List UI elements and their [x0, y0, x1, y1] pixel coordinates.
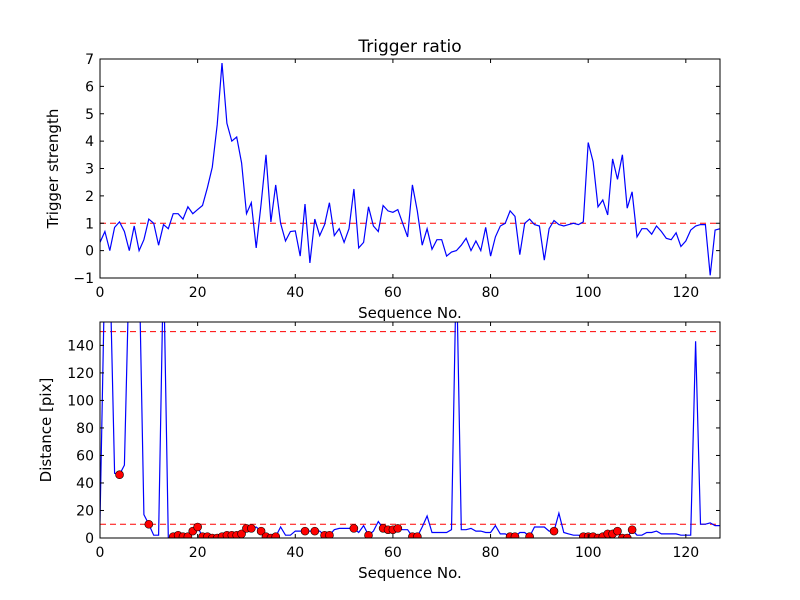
y-axis-label: Distance [pix] [37, 378, 55, 483]
data-marker [300, 526, 310, 536]
x-tick-label: 60 [384, 285, 402, 301]
x-tick-label: 0 [96, 545, 105, 561]
y-tick-label: 2 [85, 189, 94, 205]
y-tick-label: 80 [76, 421, 94, 437]
data-marker [310, 526, 320, 536]
series-line [100, 63, 720, 276]
y-tick-label: 60 [76, 448, 94, 464]
data-marker [256, 526, 266, 536]
x-tick-label: 120 [672, 285, 699, 301]
x-tick-label: 20 [189, 285, 207, 301]
y-tick-label: 40 [76, 476, 94, 492]
y-tick-label: 1 [85, 216, 94, 232]
x-tick-label: 40 [286, 545, 304, 561]
axes-frame [99, 58, 721, 279]
y-tick-label: 120 [67, 366, 94, 382]
y-tick-label: 7 [85, 52, 94, 68]
y-tick-label: 140 [67, 338, 94, 354]
x-tick-label: 0 [96, 285, 105, 301]
y-tick-label: 5 [85, 107, 94, 123]
y-tick-label: 20 [76, 503, 94, 519]
x-tick-label: 80 [482, 285, 500, 301]
data-marker [247, 524, 256, 533]
x-axis-label: Sequence No. [358, 304, 462, 322]
data-marker [193, 522, 202, 532]
x-tick-label: 100 [575, 285, 602, 301]
data-marker [525, 532, 534, 538]
data-marker [271, 532, 281, 538]
data-marker [393, 524, 403, 533]
y-tick-label: 100 [67, 393, 94, 409]
data-marker [413, 532, 422, 538]
y-tick-label: 6 [85, 79, 94, 95]
data-marker [622, 533, 632, 538]
x-tick-label: 60 [384, 545, 402, 561]
y-tick-label: 3 [85, 162, 94, 178]
data-marker [325, 530, 334, 538]
x-axis-label: Sequence No. [358, 564, 462, 582]
x-tick-label: 20 [189, 545, 207, 561]
data-marker [510, 532, 520, 538]
chart-title: Trigger ratio [357, 37, 461, 57]
y-tick-label: 0 [85, 531, 94, 547]
subplot-bottom: 0 20 40 60 80 100 120 0 20 40 60 80 100 120 140 Sequenc… [37, 321, 721, 582]
y-tick-label: 0 [85, 244, 94, 260]
x-tick-label: 40 [286, 285, 304, 301]
data-marker [549, 526, 559, 536]
data-marker [144, 519, 154, 529]
y-tick-label: −1 [73, 271, 94, 287]
data-marker [349, 524, 359, 533]
x-tick-label: 80 [482, 545, 500, 561]
data-marker [627, 525, 637, 535]
data-marker [613, 526, 622, 536]
data-marker [115, 470, 124, 480]
y-axis-label: Trigger strength [44, 109, 62, 230]
x-tick-label: 100 [575, 545, 602, 561]
axes-frame [99, 321, 721, 539]
y-tick-label: 4 [85, 134, 94, 150]
data-marker [364, 530, 373, 538]
x-tick-label: 120 [672, 545, 699, 561]
